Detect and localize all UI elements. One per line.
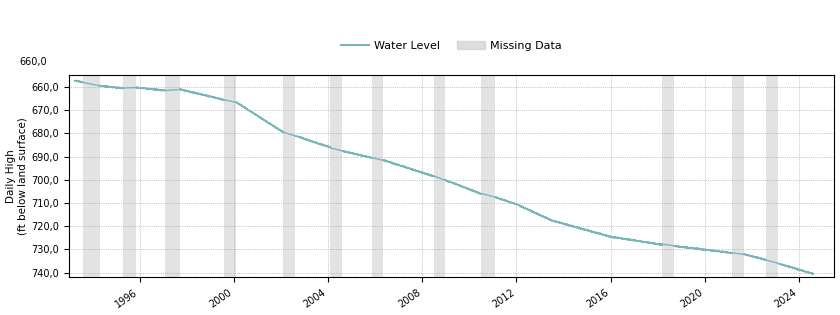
Bar [123, 75, 136, 277]
Y-axis label: Daily High
(ft below land surface): Daily High (ft below land surface) [6, 117, 27, 235]
Legend: Water Level, Missing Data: Water Level, Missing Data [337, 37, 567, 55]
Bar [434, 75, 444, 277]
Bar [83, 75, 100, 277]
Bar [330, 75, 342, 277]
Bar [283, 75, 295, 277]
Bar [732, 75, 743, 277]
Bar [371, 75, 383, 277]
Bar [165, 75, 180, 277]
Bar [663, 75, 675, 277]
Bar [224, 75, 236, 277]
Bar [481, 75, 496, 277]
Text: 660,0: 660,0 [19, 57, 47, 67]
Bar [766, 75, 778, 277]
